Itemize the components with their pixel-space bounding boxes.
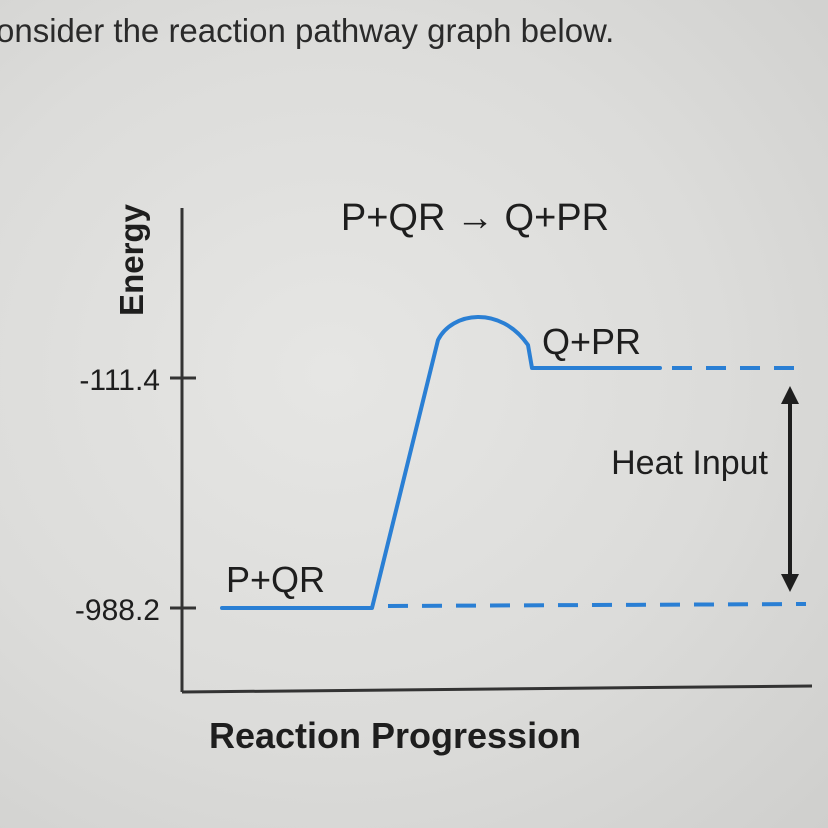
reactant-label: P+QR (226, 559, 325, 600)
product-label: Q+PR (542, 321, 641, 362)
question-prompt: onsider the reaction pathway graph below… (0, 12, 615, 49)
y-axis-label: Energy (113, 203, 150, 316)
heat-input-arrowhead-down (781, 574, 799, 592)
heat-input-label: Heat Input (611, 444, 768, 482)
x-axis-label: Reaction Progression (209, 715, 581, 756)
x-axis (181, 684, 813, 694)
heat-input-arrowhead-up (781, 386, 799, 404)
y-tick-label-lower: -988.2 (75, 594, 160, 627)
reaction-pathway-curve (220, 315, 662, 610)
y-tick-label-upper: -111.4 (79, 364, 160, 397)
chart-title: P+QR → Q+PR (341, 197, 609, 239)
reactant-level-dashes (387, 602, 807, 608)
